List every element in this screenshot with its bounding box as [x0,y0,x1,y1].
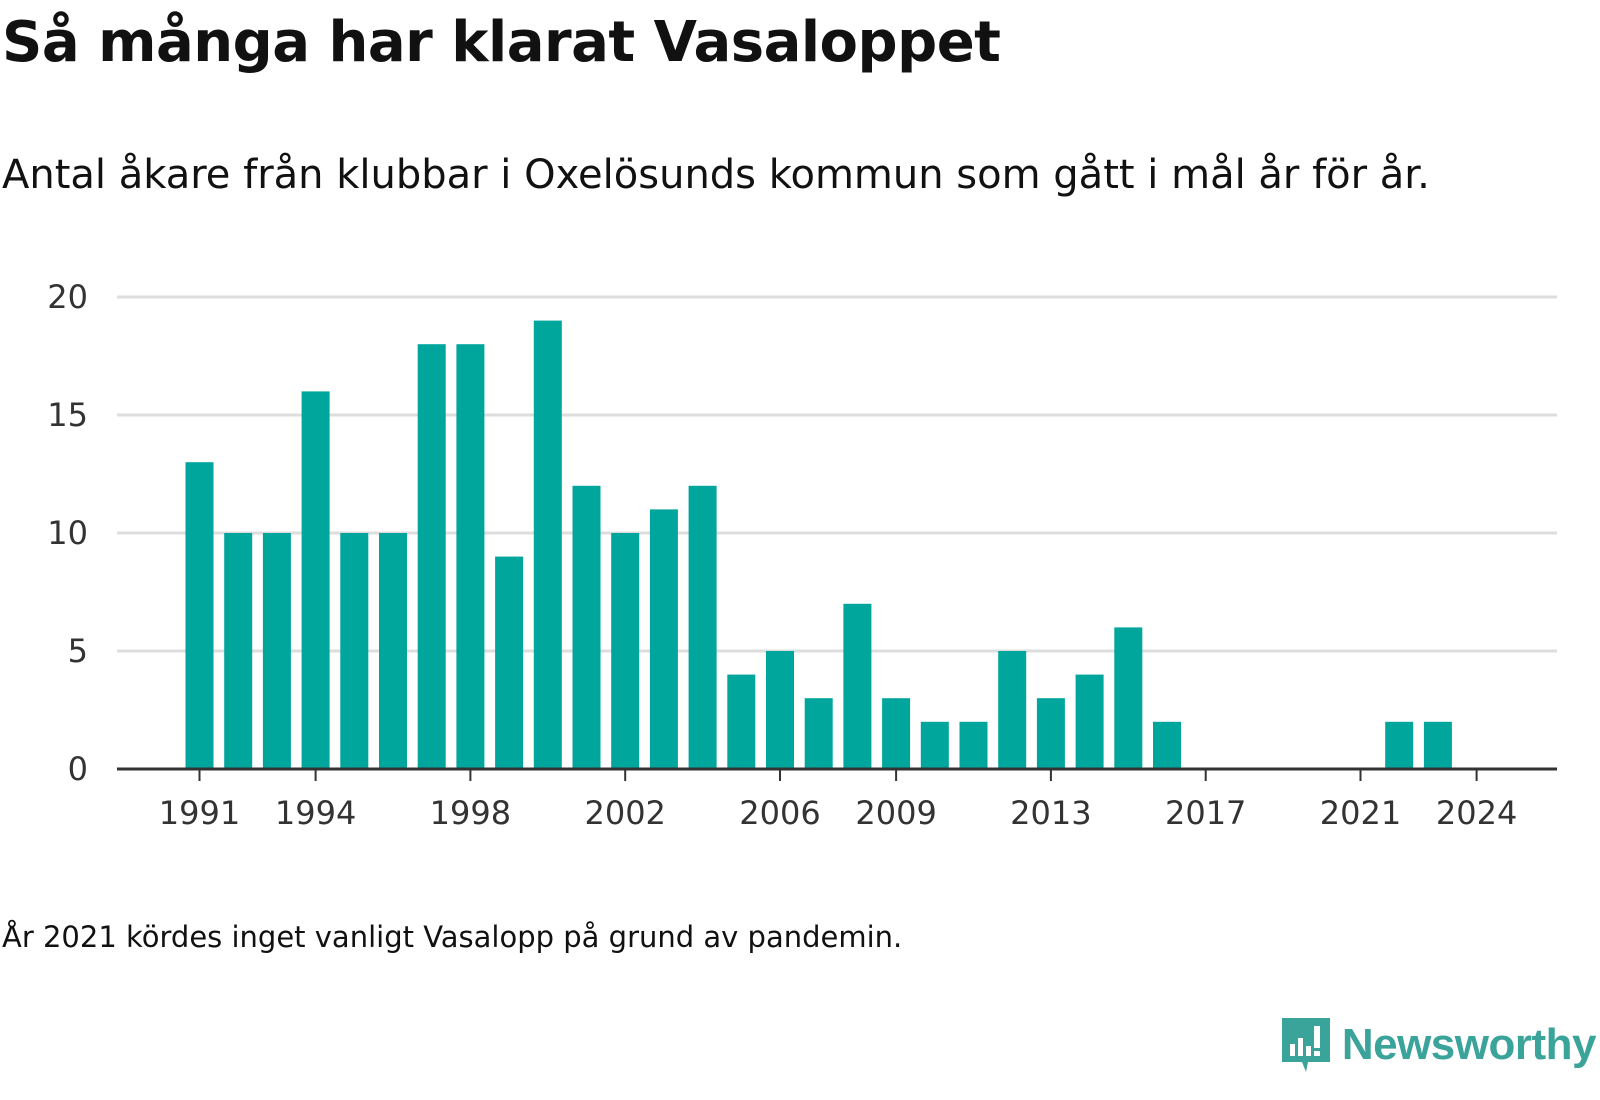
x-tick-label: 2017 [1165,794,1246,832]
bar-2016 [1153,721,1181,769]
y-tick-label: 10 [47,514,88,552]
x-tick-label: 2021 [1320,794,1401,832]
bar-2006 [766,651,794,769]
bar-1998 [456,344,485,769]
x-tick-label: 1998 [430,794,511,832]
bars [185,320,1452,769]
y-tick-label: 20 [47,278,88,316]
y-tick-label: 5 [68,632,88,670]
newsworthy-icon [1281,1018,1330,1072]
bar-2014 [1075,674,1104,769]
x-tick-label: 2002 [584,794,665,832]
newsworthy-logo: Newsworthy [1280,1016,1597,1074]
bar-1994 [301,391,330,769]
y-tick-label: 15 [47,396,88,434]
bar-2023 [1423,721,1452,769]
y-tick-label: 0 [68,750,88,788]
bar-2005 [727,674,756,769]
x-tick-label: 1991 [159,794,240,832]
bar-2010 [920,721,949,769]
bar-2015 [1114,627,1143,769]
bar-1996 [379,533,407,769]
bar-2003 [649,509,678,769]
footnote: År 2021 kördes inget vanligt Vasalopp på… [2,920,903,954]
bar-2012 [998,651,1027,769]
bar-2008 [843,603,872,769]
bar-2011 [959,721,988,769]
bar-chart: 0 5 10 15 20 1991 1994 1998 2002 2006 2009 2013 201… [47,278,1557,832]
chart-subtitle: Antal åkare från klubbar i Oxelösunds ko… [2,152,1430,198]
gridlines [117,295,1557,653]
bar-2002 [611,533,640,769]
bar-2022 [1385,721,1414,769]
bar-2004 [688,485,717,769]
bar-2009 [882,698,911,769]
x-tick-label: 2006 [739,794,820,832]
bar-2007 [804,698,833,769]
bar-2000 [533,320,562,769]
brand-name: Newsworthy [1341,1020,1597,1069]
bar-1997 [417,344,446,769]
x-axis [117,767,1557,781]
bar-2001 [572,485,601,769]
bar-1992 [224,533,253,769]
chart-title: Så många har klarat Vasaloppet [2,10,1001,75]
bar-1991 [185,462,214,769]
x-tick-label: 1994 [275,794,356,832]
bar-1999 [495,556,524,769]
bar-2013 [1036,698,1065,769]
x-tick-label: 2009 [855,794,936,832]
x-tick-labels: 1991 1994 1998 2002 2006 2009 2013 2017 2021 2024 [159,794,1518,832]
bar-1993 [262,533,291,769]
bar-1995 [340,533,369,769]
x-tick-label: 2013 [1010,794,1091,832]
x-tick-label: 2024 [1436,794,1517,832]
y-tick-labels: 0 5 10 15 20 [47,278,88,788]
